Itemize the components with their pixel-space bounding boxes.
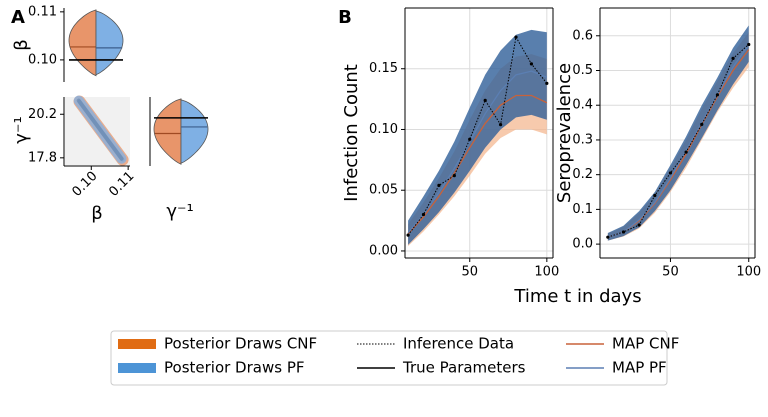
x-tick-label: 0.10 xyxy=(70,169,101,200)
legend-swatch xyxy=(118,339,156,349)
posterior-band xyxy=(607,25,749,241)
y-axis-label: Seroprevalence xyxy=(554,63,575,203)
inference-point xyxy=(731,56,735,60)
inference-point xyxy=(529,62,534,66)
inference-point xyxy=(653,193,657,198)
inference-point xyxy=(715,93,720,97)
map-line xyxy=(407,94,548,235)
inference-data-line xyxy=(607,44,750,238)
legend-label: True Parameters xyxy=(402,359,526,377)
y-tick-label: 0.15 xyxy=(369,61,398,76)
inference-point xyxy=(700,122,704,126)
panel-label: A xyxy=(11,7,25,28)
density-core xyxy=(76,98,124,161)
y-tick-label: 0.2 xyxy=(572,167,593,182)
y-axis-label: β xyxy=(11,39,32,51)
legend-label: Posterior Draws CNF xyxy=(164,335,317,353)
x-tick-label: 100 xyxy=(736,265,761,280)
legend-label: Posterior Draws PF xyxy=(164,359,305,377)
violin-half xyxy=(153,98,182,165)
inference-point xyxy=(406,233,410,237)
legend-swatch xyxy=(118,363,156,373)
y-tick-label: 17.8 xyxy=(28,150,57,165)
inference-point xyxy=(468,137,472,141)
y-tick-label: 0.3 xyxy=(572,132,593,147)
inference-point xyxy=(545,81,549,85)
inference-point xyxy=(498,123,503,127)
panel-label: B xyxy=(338,7,352,28)
map-line xyxy=(407,70,548,234)
y-tick-label: 0.00 xyxy=(369,243,398,258)
x-axis-label: γ⁻¹ xyxy=(166,201,193,222)
inference-point xyxy=(668,171,673,175)
x-tick-label: 0.11 xyxy=(106,169,137,200)
y-tick-label: 0.11 xyxy=(28,4,57,19)
y-axis-label: Infection Count xyxy=(341,64,362,202)
inference-point xyxy=(421,212,426,217)
y-axis-label: γ⁻¹ xyxy=(11,116,32,143)
legend-label: MAP PF xyxy=(612,359,667,377)
y-tick-label: 0.10 xyxy=(28,52,57,67)
y-tick-label: 0.05 xyxy=(369,183,398,198)
inference-point xyxy=(483,98,487,102)
violin-half xyxy=(68,9,97,77)
posterior-band xyxy=(408,29,547,245)
legend-box xyxy=(110,330,668,386)
inference-point xyxy=(514,35,518,39)
legend-label: MAP CNF xyxy=(612,335,679,353)
inference-point xyxy=(747,42,751,47)
inference-point xyxy=(684,150,688,154)
y-tick-label: 0.0 xyxy=(572,237,593,252)
x-tick-label: 50 xyxy=(461,265,478,280)
violin-half xyxy=(180,99,209,164)
y-tick-label: 0.4 xyxy=(572,98,593,113)
inference-point xyxy=(637,223,641,227)
y-tick-label: 0.6 xyxy=(572,28,593,43)
y-tick-label: 20.2 xyxy=(28,107,57,122)
violin-half xyxy=(95,10,124,76)
inference-point xyxy=(452,174,456,178)
inference-data-line xyxy=(407,35,548,236)
x-tick-label: 50 xyxy=(662,265,679,280)
y-tick-label: 0.1 xyxy=(572,202,593,217)
legend-label: Inference Data xyxy=(403,335,514,353)
y-tick-label: 0.10 xyxy=(369,122,398,137)
x-axis-label: β xyxy=(91,203,103,224)
y-tick-label: 0.5 xyxy=(572,63,593,78)
x-axis-label: Time t in days xyxy=(513,286,641,307)
inference-point xyxy=(621,230,626,234)
density-cloud xyxy=(73,95,127,164)
inference-point xyxy=(437,183,441,187)
map-line xyxy=(607,44,750,238)
x-tick-label: 100 xyxy=(534,265,559,280)
inference-point xyxy=(606,235,610,239)
